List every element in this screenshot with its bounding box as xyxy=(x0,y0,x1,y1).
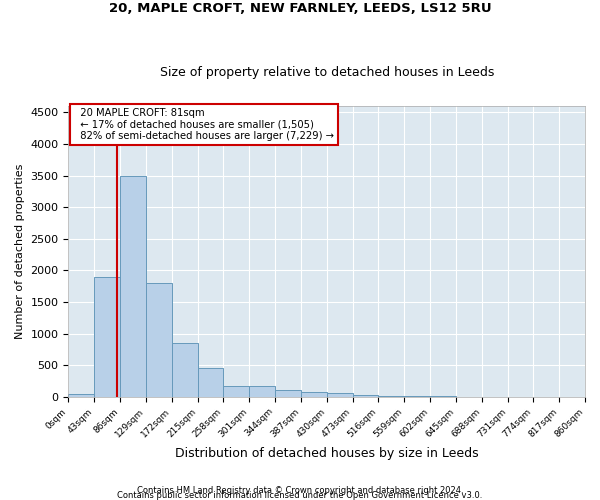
Bar xyxy=(68,394,94,397)
Bar xyxy=(404,396,430,397)
Bar xyxy=(249,386,275,397)
Bar xyxy=(353,395,379,397)
Bar xyxy=(94,276,120,397)
Bar xyxy=(327,393,353,397)
Bar xyxy=(379,396,404,397)
Bar xyxy=(146,283,172,397)
Bar xyxy=(301,392,327,397)
Y-axis label: Number of detached properties: Number of detached properties xyxy=(15,164,25,339)
Bar xyxy=(172,343,197,397)
Bar xyxy=(430,396,456,397)
Bar xyxy=(223,386,249,397)
Bar xyxy=(275,390,301,397)
Text: Contains public sector information licensed under the Open Government Licence v3: Contains public sector information licen… xyxy=(118,491,482,500)
Text: 20, MAPLE CROFT, NEW FARNLEY, LEEDS, LS12 5RU: 20, MAPLE CROFT, NEW FARNLEY, LEEDS, LS1… xyxy=(109,2,491,16)
Title: Size of property relative to detached houses in Leeds: Size of property relative to detached ho… xyxy=(160,66,494,78)
Text: 20 MAPLE CROFT: 81sqm
  ← 17% of detached houses are smaller (1,505)
  82% of se: 20 MAPLE CROFT: 81sqm ← 17% of detached … xyxy=(74,108,334,140)
Text: Contains HM Land Registry data © Crown copyright and database right 2024.: Contains HM Land Registry data © Crown c… xyxy=(137,486,463,495)
Bar xyxy=(120,176,146,397)
X-axis label: Distribution of detached houses by size in Leeds: Distribution of detached houses by size … xyxy=(175,447,479,460)
Bar xyxy=(197,368,223,397)
